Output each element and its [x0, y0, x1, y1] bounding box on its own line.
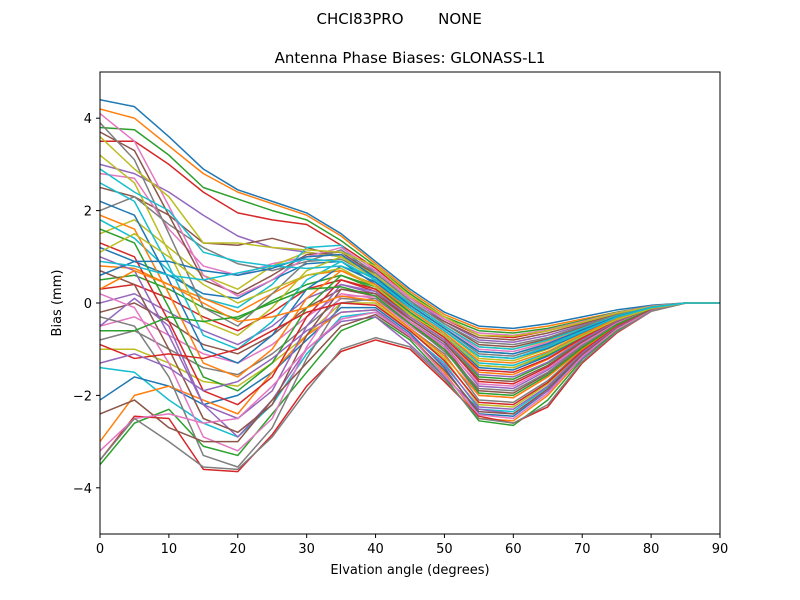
series-line-1	[100, 98, 720, 330]
series-line-42	[100, 269, 720, 399]
x-tick-label: 70	[574, 542, 591, 557]
x-axis: 0 10 20 30 40 50 60 70 80 90	[96, 534, 728, 557]
series-line-43	[100, 286, 720, 397]
suptitle-right: NONE	[438, 10, 482, 28]
series-layer	[100, 98, 720, 473]
y-tick-label: −4	[73, 482, 92, 497]
y-axis: −4 −2 0 2 4	[73, 112, 100, 497]
series-line-44	[100, 302, 720, 406]
series-line-35	[100, 255, 720, 420]
x-tick-label: 50	[436, 542, 453, 557]
y-tick-label: −2	[73, 389, 92, 404]
y-tick-label: 4	[84, 112, 92, 127]
series-line-48	[100, 302, 720, 471]
series-line-23	[100, 302, 720, 466]
x-tick-label: 80	[643, 542, 660, 557]
x-tick-label: 60	[505, 542, 522, 557]
series-line-45	[100, 302, 720, 411]
x-tick-label: 30	[298, 542, 315, 557]
series-line-28	[100, 121, 720, 346]
series-line-46	[100, 302, 720, 443]
series-line-39	[100, 135, 720, 338]
series-line-37	[100, 292, 720, 452]
series-line-49	[100, 232, 720, 369]
y-tick-label: 2	[84, 205, 92, 220]
x-tick-label: 20	[230, 542, 247, 557]
x-tick-label: 90	[712, 542, 729, 557]
y-tick-label: 0	[84, 297, 92, 312]
series-line-50	[100, 258, 720, 360]
series-line-40	[100, 168, 720, 350]
suptitle-left: CHCI83PRO	[316, 10, 403, 28]
series-line-36	[100, 269, 720, 434]
x-axis-label: Elvation angle (degrees)	[330, 563, 489, 578]
series-line-32	[100, 214, 720, 378]
x-tick-label: 0	[96, 542, 104, 557]
chart-title: Antenna Phase Biases: GLONASS-L1	[275, 49, 546, 67]
x-tick-label: 40	[367, 542, 384, 557]
y-axis-label: Bias (mm)	[50, 270, 65, 337]
series-line-47	[100, 302, 720, 452]
x-tick-label: 10	[161, 542, 178, 557]
